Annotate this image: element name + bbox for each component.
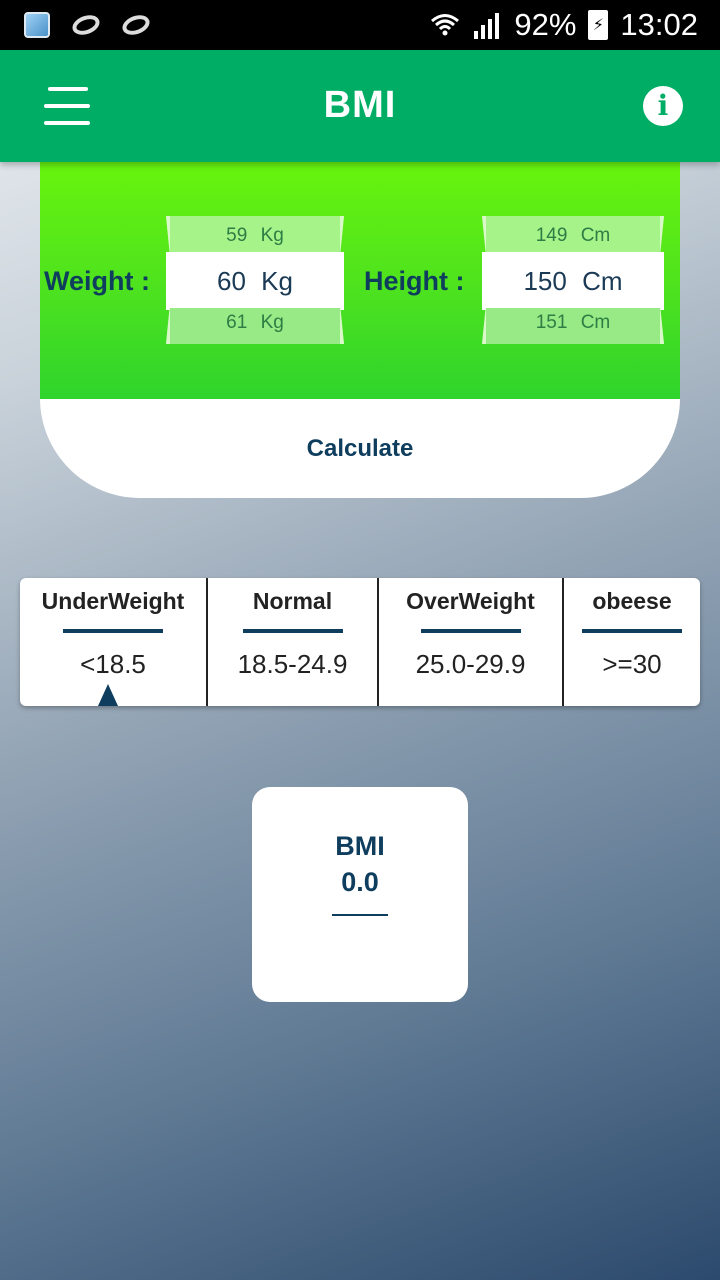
weight-next-value[interactable]: 61 Kg	[166, 308, 344, 344]
status-bar: 92% 13:02	[0, 0, 720, 50]
result-label: BMI	[335, 831, 385, 861]
category-overweight: OverWeight 25.0-29.9	[379, 578, 564, 706]
result-value: 0.0	[341, 867, 379, 897]
category-range: <18.5	[80, 649, 146, 679]
weight-selected-value[interactable]: 60 Kg	[166, 252, 344, 310]
battery-charging-icon	[588, 10, 609, 40]
app-bar: BMI i	[0, 50, 720, 162]
category-name: obeese	[592, 588, 672, 614]
bmi-category-table: UnderWeight <18.5 Normal 18.5-24.9 OverW…	[20, 578, 700, 706]
height-next-value[interactable]: 151 Cm	[482, 308, 664, 344]
height-label: Height :	[364, 266, 465, 296]
input-panel: Weight : 59 Kg 60 Kg 61 Kg Height : 149 …	[40, 140, 680, 399]
category-divider	[420, 629, 521, 633]
hamburger-menu-icon[interactable]	[44, 87, 90, 125]
wifi-icon	[431, 14, 460, 36]
category-divider	[582, 629, 682, 633]
calculate-button[interactable]: Calculate	[40, 399, 680, 498]
category-pointer-icon	[98, 684, 118, 706]
g-icon	[119, 11, 153, 39]
category-range: >=30	[602, 649, 662, 679]
weight-label: Weight :	[44, 266, 150, 296]
category-normal: Normal 18.5-24.9	[208, 578, 379, 706]
app-notification-icon	[24, 12, 50, 38]
category-range: 25.0-29.9	[415, 649, 526, 679]
height-prev-value[interactable]: 149 Cm	[482, 216, 664, 252]
battery-percent: 92%	[514, 7, 577, 42]
height-selected-value[interactable]: 150 Cm	[482, 252, 664, 310]
signal-icon	[474, 13, 500, 39]
category-name: UnderWeight	[41, 588, 185, 614]
category-range: 18.5-24.9	[237, 649, 348, 679]
status-bar-right: 92% 13:02	[430, 7, 698, 43]
g-icon	[69, 11, 103, 39]
category-divider	[63, 629, 163, 633]
weight-prev-value[interactable]: 59 Kg	[166, 216, 344, 252]
info-icon[interactable]: i	[643, 86, 683, 126]
bmi-result-card: BMI 0.0	[252, 787, 468, 1002]
status-bar-left	[24, 11, 153, 39]
page-title: BMI	[323, 84, 397, 126]
result-divider	[332, 914, 388, 916]
category-name: Normal	[252, 588, 333, 614]
category-name: OverWeight	[406, 588, 535, 614]
category-underweight: UnderWeight <18.5	[20, 578, 208, 706]
category-divider	[242, 629, 343, 633]
clock: 13:02	[620, 7, 698, 42]
category-obese: obeese >=30	[564, 578, 700, 706]
height-picker[interactable]: 149 Cm 150 Cm 151 Cm	[482, 216, 664, 344]
weight-picker[interactable]: 59 Kg 60 Kg 61 Kg	[166, 216, 344, 344]
input-card: Weight : 59 Kg 60 Kg 61 Kg Height : 149 …	[40, 140, 680, 498]
